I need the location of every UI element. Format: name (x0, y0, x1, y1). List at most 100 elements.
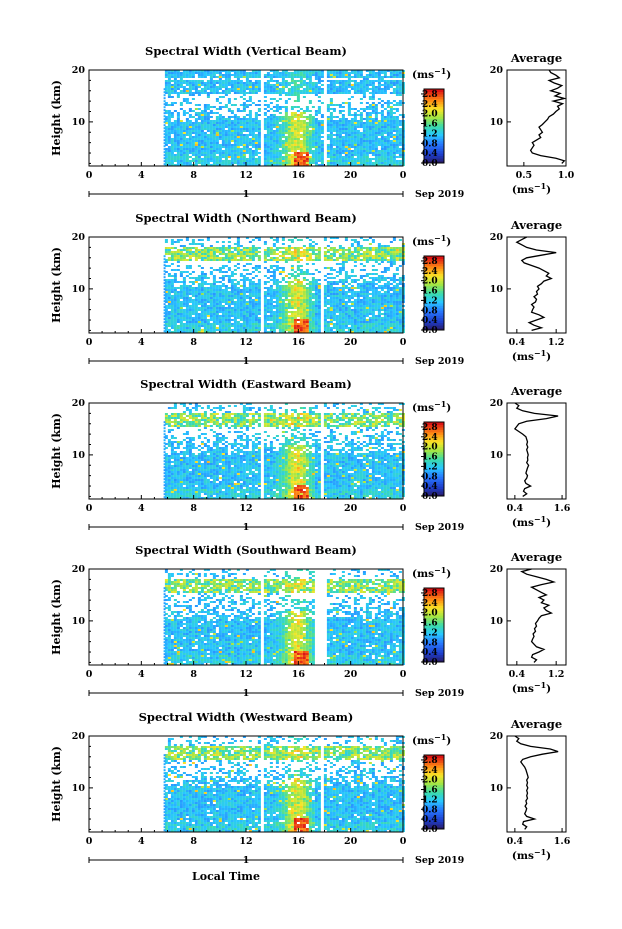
x-tick-label: 8 (190, 503, 197, 514)
date-label: Sep 2019 (415, 356, 465, 367)
colorbar-unit-exp: −1 (434, 233, 446, 243)
colorbar-segment (424, 140, 444, 144)
average-frame (506, 735, 567, 833)
average-x-label-close: ) (546, 850, 551, 862)
colorbar-segment (424, 153, 444, 157)
x-tick-label: 4 (138, 337, 145, 348)
colorbar-tick-label: 2.0 (422, 776, 438, 786)
heatmap-cells (163, 736, 405, 832)
colorbar-segment (424, 130, 444, 134)
colorbar-segment (424, 774, 444, 778)
average-frame (506, 69, 567, 167)
colorbar-tick-label: 2.4 (422, 100, 438, 110)
x-tick-label: 0 (400, 836, 407, 847)
average-x-tick-label: 0.5 (516, 170, 533, 181)
colorbar-segment (424, 103, 444, 107)
y-tick-label: 10 (72, 616, 86, 627)
average-x-label-exp: −1 (534, 181, 546, 191)
colorbar-tick-label: 0.8 (422, 139, 438, 149)
colorbar-tick-label: 1.2 (422, 628, 438, 638)
colorbar-segment (424, 305, 444, 309)
colorbar-tick-label: 2.8 (422, 756, 438, 766)
colorbar-segment (424, 160, 444, 164)
colorbar-segment (424, 799, 444, 803)
average-y-tick-label: 20 (490, 232, 504, 243)
day-label: 1 (243, 356, 250, 367)
colorbar-segment (424, 617, 444, 621)
colorbar: (ms−1) 2.82.42.01.61.20.80.40.0 (412, 233, 451, 336)
colorbar-unit-exp: −1 (434, 565, 446, 575)
colorbar-segment (424, 654, 444, 658)
x-tick-label: 16 (292, 669, 306, 680)
colorbar-segment (424, 148, 444, 152)
colorbar-segment (424, 468, 444, 472)
colorbar-segment (424, 431, 444, 435)
average-y-tick-label: 10 (490, 616, 504, 627)
average-profile: Average 20 10 0.5 1.0 (ms−1) (490, 51, 575, 196)
colorbar-segment (424, 755, 444, 758)
colorbar-segment (424, 816, 444, 820)
average-title: Average (510, 384, 562, 398)
colorbar-unit-close: ) (446, 402, 451, 414)
colorbar-segment (424, 782, 444, 786)
colorbar-segment (424, 135, 444, 139)
colorbar-segment (424, 588, 444, 591)
y-tick-label: 20 (72, 564, 86, 575)
colorbar-unit: (ms−1) (412, 732, 451, 747)
colorbar-segment (424, 113, 444, 117)
colorbar-segment (424, 310, 444, 314)
colorbar-segment (424, 821, 444, 825)
colorbar-segment (424, 89, 444, 92)
colorbar-tick-label: 1.6 (422, 619, 438, 629)
colorbar-tick-label: 2.0 (422, 609, 438, 619)
x-tick-label: 12 (239, 337, 252, 348)
average-title: Average (510, 218, 562, 232)
colorbar-segment (424, 441, 444, 445)
colorbar-segment (424, 471, 444, 475)
colorbar-segment (424, 268, 444, 272)
colorbar-segment (424, 290, 444, 294)
y-tick-label: 20 (72, 731, 86, 742)
colorbar-tick-label: 0.0 (422, 658, 438, 668)
x-tick-label: 4 (138, 836, 145, 847)
colorbar: (ms−1) 2.82.42.01.61.20.80.40.0 (412, 565, 451, 668)
x-tick-label: 16 (292, 503, 306, 514)
y-axis-label: Height (km) (50, 80, 63, 156)
y-axis-label: Height (km) (50, 413, 63, 489)
y-tick-label: 10 (72, 783, 86, 794)
colorbar-segment (424, 620, 444, 624)
average-x-label: (ms−1) (512, 348, 551, 363)
average-y-tick-label: 10 (490, 450, 504, 461)
average-x-tick-label: 0.4 (507, 836, 524, 847)
colorbar-tick-label: 0.0 (422, 825, 438, 835)
day-label: 1 (243, 522, 250, 533)
colorbar-segment (424, 451, 444, 455)
colorbar-segment (424, 133, 444, 137)
y-tick-label: 10 (72, 284, 86, 295)
colorbar-segment (424, 772, 444, 776)
colorbar-segment (424, 784, 444, 788)
colorbar-segment (424, 108, 444, 112)
colorbar-unit-exp: −1 (434, 66, 446, 76)
colorbar-segment (424, 657, 444, 661)
colorbar-segment (424, 600, 444, 604)
colorbar-segment (424, 429, 444, 433)
colorbar-tick-label: 1.2 (422, 795, 438, 805)
colorbar-segment (424, 297, 444, 301)
colorbar-segment (424, 762, 444, 766)
colorbar-segment (424, 757, 444, 761)
colorbar-tick-label: 2.4 (422, 267, 438, 277)
colorbar-segment (424, 806, 444, 810)
colorbar-segment (424, 439, 444, 443)
x-tick-label: 12 (239, 836, 252, 847)
x-tick-label: 8 (190, 669, 197, 680)
colorbar-segment (424, 764, 444, 768)
average-line (515, 236, 557, 332)
colorbar-frame (423, 421, 445, 497)
colorbar-unit-exp: −1 (434, 399, 446, 409)
colorbar-tick-label: 2.4 (422, 766, 438, 776)
colorbar-segment (424, 312, 444, 316)
